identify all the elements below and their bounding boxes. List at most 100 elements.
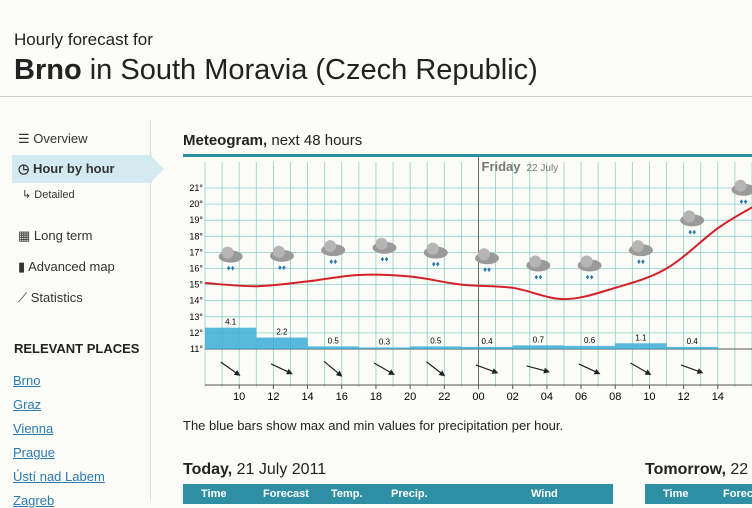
- day-date: 22 July: [527, 163, 559, 174]
- wind-arrow: [578, 363, 601, 375]
- precip-label: 0.3: [379, 337, 391, 346]
- place-link[interactable]: Graz: [13, 397, 42, 412]
- rain-drops: ♦♦: [688, 227, 696, 236]
- x-tick-label: 20: [404, 391, 416, 403]
- arrow-head: [491, 368, 499, 374]
- wind-arrow: [373, 362, 395, 375]
- column-header: Forecast: [263, 488, 309, 500]
- place-link[interactable]: Brno: [13, 373, 41, 388]
- weather-icon: ♦♦: [269, 245, 294, 272]
- arrow-head: [644, 369, 652, 375]
- x-tick-label: 10: [233, 391, 245, 403]
- page-title: Brno in South Moravia (Czech Republic): [14, 54, 538, 87]
- cloud: [734, 179, 747, 192]
- precip-bar: [512, 345, 564, 349]
- y-tick-label: 16°: [189, 264, 203, 274]
- cloud: [529, 255, 542, 268]
- rain-drops: ♦♦: [637, 257, 645, 266]
- arrow-head: [388, 369, 395, 375]
- precip-label: 1.1: [635, 333, 647, 342]
- precip-label: 0.7: [533, 335, 545, 344]
- precip-bar: [205, 327, 257, 349]
- cloud: [272, 245, 285, 258]
- x-tick-label: 14: [712, 391, 724, 403]
- nav-label[interactable]: Advanced map: [28, 259, 115, 274]
- y-tick-label: 12°: [189, 328, 203, 338]
- nav-item[interactable]: ▮ Advanced map: [18, 259, 115, 274]
- table-header: Time Forec: [645, 484, 752, 504]
- y-tick-label: 20°: [189, 199, 203, 209]
- title-rest: next 48 hours: [271, 132, 363, 149]
- place-link[interactable]: Zagreb: [13, 493, 55, 508]
- subtitle: Hourly forecast for: [14, 30, 153, 49]
- precip-label: 0.4: [481, 337, 493, 346]
- arrow-head: [438, 370, 446, 377]
- today-title: Today, 21 July 2011: [183, 461, 326, 479]
- rain-drops: ♦♦: [278, 263, 286, 272]
- wind-arrow: [323, 360, 343, 377]
- cloud: [221, 246, 234, 259]
- nav-item[interactable]: ↳ Detailed: [22, 189, 75, 201]
- day-label: Friday: [482, 159, 522, 174]
- column-header: Time: [201, 488, 227, 500]
- y-tick-label: 17°: [189, 247, 203, 257]
- nav-item[interactable]: ☰ Overview: [18, 131, 88, 146]
- nav-item[interactable]: ⟋ Statistics: [18, 290, 83, 305]
- weather-icon: ♦♦: [372, 237, 397, 264]
- place-link[interactable]: Ústí nad Labem: [13, 469, 105, 484]
- x-tick-label: 04: [541, 391, 553, 403]
- x-tick-label: 08: [609, 391, 621, 403]
- y-tick-label: 19°: [189, 215, 203, 225]
- meteogram: 11° 12° 13° 14° 15° 16° 17° 18° 19° 20° 21° 10 12 14 1…: [189, 157, 752, 403]
- nav-item[interactable]: ▦ Long term: [18, 228, 93, 243]
- precip-bar: [307, 346, 359, 349]
- precip-label: 0.4: [687, 337, 699, 346]
- column-header: Time: [663, 488, 689, 500]
- rain-drops: ♦♦: [329, 257, 337, 266]
- column-header: Temp.: [331, 488, 363, 500]
- rain-drops: ♦♦: [227, 264, 235, 273]
- nav-item[interactable]: ◷ Hour by hour: [18, 161, 115, 176]
- weather-icon: ♦♦: [475, 248, 500, 274]
- weather-icon: ♦♦: [680, 210, 705, 236]
- x-tick-label: 22: [438, 391, 450, 403]
- divider: [0, 96, 752, 97]
- title-bold: Meteogram,: [183, 132, 268, 149]
- x-tick-label: 06: [575, 391, 587, 403]
- column-header: Wind: [531, 488, 558, 500]
- cloud: [580, 255, 593, 268]
- x-tick-label: 18: [370, 391, 382, 403]
- precip-bar: [615, 343, 667, 349]
- today-bold: Today,: [183, 461, 233, 478]
- nav-label[interactable]: Hour by hour: [32, 161, 115, 176]
- precip-label: 0.6: [584, 336, 596, 345]
- cloud: [683, 210, 696, 223]
- nav-label[interactable]: Long term: [33, 228, 93, 243]
- nav-label[interactable]: Statistics: [30, 290, 83, 305]
- column-header: Precip.: [391, 488, 428, 500]
- y-tick-label: 21°: [189, 183, 203, 193]
- rain-drops: ♦♦: [483, 265, 491, 274]
- x-tick-label: 12: [678, 391, 690, 403]
- place-rest: in South Moravia (Czech Republic): [89, 54, 538, 86]
- active-bg: [12, 155, 152, 183]
- nav-label[interactable]: Overview: [33, 131, 88, 146]
- wind-arrow: [630, 362, 652, 375]
- precip-bar: [666, 346, 718, 349]
- wind-arrow: [475, 364, 499, 374]
- y-tick-label: 11°: [190, 344, 203, 354]
- table-header: Time Forecast Temp. Precip. Wind: [183, 484, 613, 504]
- tomorrow-bold: Tomorrow,: [645, 461, 726, 478]
- note: The blue bars show max and min values fo…: [183, 418, 564, 433]
- cloud: [631, 240, 644, 253]
- nav-label[interactable]: Detailed: [34, 189, 75, 201]
- wind-arrow: [220, 361, 241, 376]
- precip-label: 0.5: [430, 336, 442, 345]
- cloud: [426, 242, 439, 255]
- x-tick-label: 16: [336, 391, 348, 403]
- arrow-head: [335, 370, 343, 377]
- place-link[interactable]: Vienna: [13, 421, 54, 436]
- weather-icon: ♦♦: [731, 179, 752, 206]
- place-link[interactable]: Prague: [13, 445, 55, 460]
